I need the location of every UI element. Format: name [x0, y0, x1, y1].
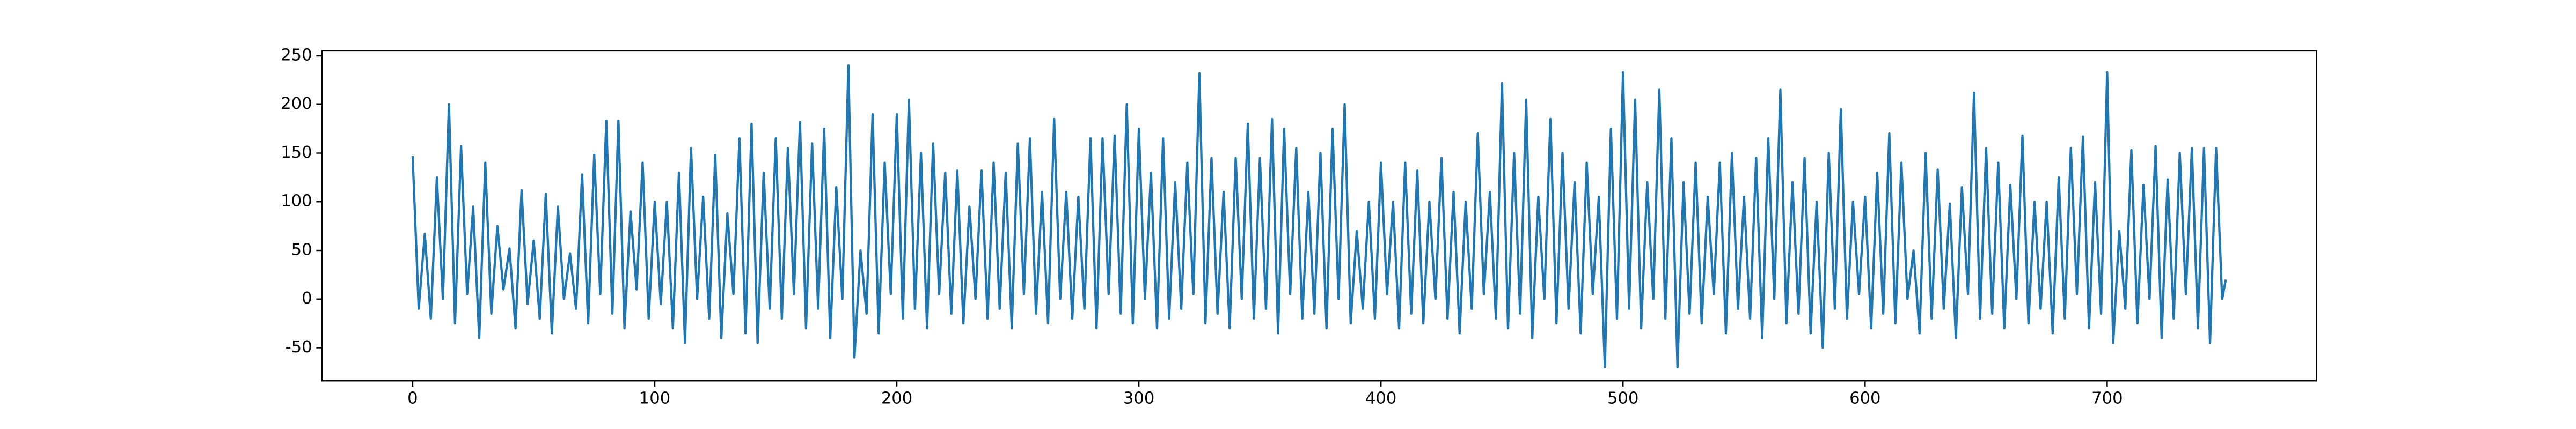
x-tick-label: 700: [2091, 389, 2123, 408]
y-tick-label: 250: [281, 46, 312, 64]
y-tick-label: 200: [281, 94, 312, 113]
y-tick-label: 0: [302, 289, 312, 308]
y-tick-label: 150: [281, 143, 312, 162]
y-tick-label: 100: [281, 192, 312, 211]
x-tick-label: 400: [1365, 389, 1396, 408]
axes-frame: [321, 50, 2317, 382]
x-tick-label: 600: [1849, 389, 1880, 408]
y-tick-label: -50: [286, 338, 312, 357]
x-tick-label: 0: [407, 389, 418, 408]
x-tick-label: 200: [881, 389, 912, 408]
x-tick-label: 100: [639, 389, 670, 408]
x-tick-label: 500: [1607, 389, 1638, 408]
data-line: [411, 64, 2227, 368]
y-tick-label: 50: [291, 240, 312, 259]
x-tick-label: 300: [1123, 389, 1154, 408]
